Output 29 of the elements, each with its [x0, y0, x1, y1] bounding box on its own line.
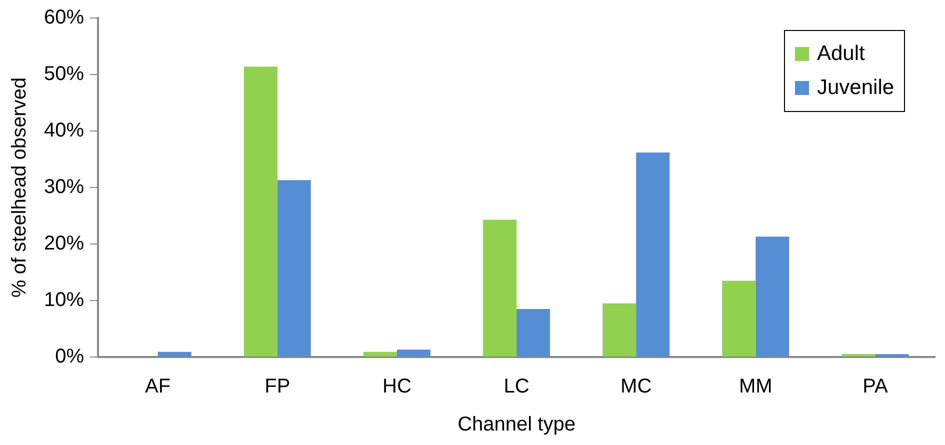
x-tick-label: MC: [620, 376, 652, 398]
bar: [483, 220, 517, 356]
bar: [516, 308, 550, 356]
x-tick-label: MM: [738, 376, 772, 398]
bar: [363, 352, 397, 356]
y-tick-label: 20%: [44, 232, 84, 255]
x-tick-label: FP: [264, 376, 290, 398]
y-tick-label: 10%: [44, 289, 84, 312]
y-tick-label: 30%: [44, 176, 84, 198]
bar: [602, 303, 636, 356]
y-tick-label: 40%: [44, 120, 84, 142]
y-axis-title: % of steelhead observed: [8, 77, 31, 298]
x-tick-label: HC: [382, 376, 412, 398]
x-tick-label: PA: [862, 376, 888, 398]
x-tick-label: LC: [504, 376, 530, 398]
bar: [636, 152, 670, 356]
y-tick-label: 0%: [55, 346, 84, 368]
bar: [396, 350, 430, 356]
bar: [244, 66, 278, 356]
x-tick-label: AF: [145, 376, 171, 398]
x-axis-title: Channel type: [458, 414, 576, 436]
bar: [277, 180, 311, 356]
bar: [158, 352, 192, 356]
bar: [722, 280, 756, 356]
legend-label: Adult: [817, 42, 865, 65]
y-tick-label: 60%: [44, 6, 84, 29]
y-tick-label: 50%: [44, 63, 84, 86]
legend-label: Juvenile: [817, 76, 894, 99]
bar: [756, 236, 790, 356]
